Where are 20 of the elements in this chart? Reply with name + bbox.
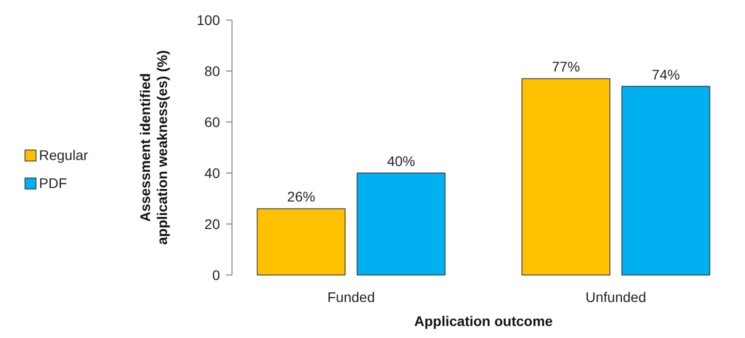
- data-label: 26%: [287, 188, 316, 205]
- data-label: 77%: [552, 58, 580, 75]
- y-tick-label: 40: [204, 165, 220, 181]
- y-tick-label: 60: [204, 114, 220, 130]
- legend-label: Regular: [39, 147, 88, 163]
- x-tick-label: Funded: [327, 289, 375, 305]
- bar: [356, 172, 446, 276]
- y-tick-label: 0: [212, 267, 220, 283]
- data-label: 40%: [387, 153, 416, 169]
- y-tick-label: 20: [204, 216, 220, 232]
- legend-label: PDF: [39, 175, 67, 191]
- x-axis-title: Application outcome: [414, 313, 553, 329]
- y-axis-title: Assessment identified application weakness(es) (%): [137, 50, 170, 245]
- bar: [256, 208, 346, 276]
- y-tick-label: 100: [196, 12, 220, 28]
- bar: [621, 86, 710, 276]
- data-label: 74%: [652, 66, 680, 82]
- x-tick-label: Unfunded: [586, 289, 646, 305]
- bar: [522, 78, 610, 276]
- y-tick-label: 80: [204, 63, 220, 79]
